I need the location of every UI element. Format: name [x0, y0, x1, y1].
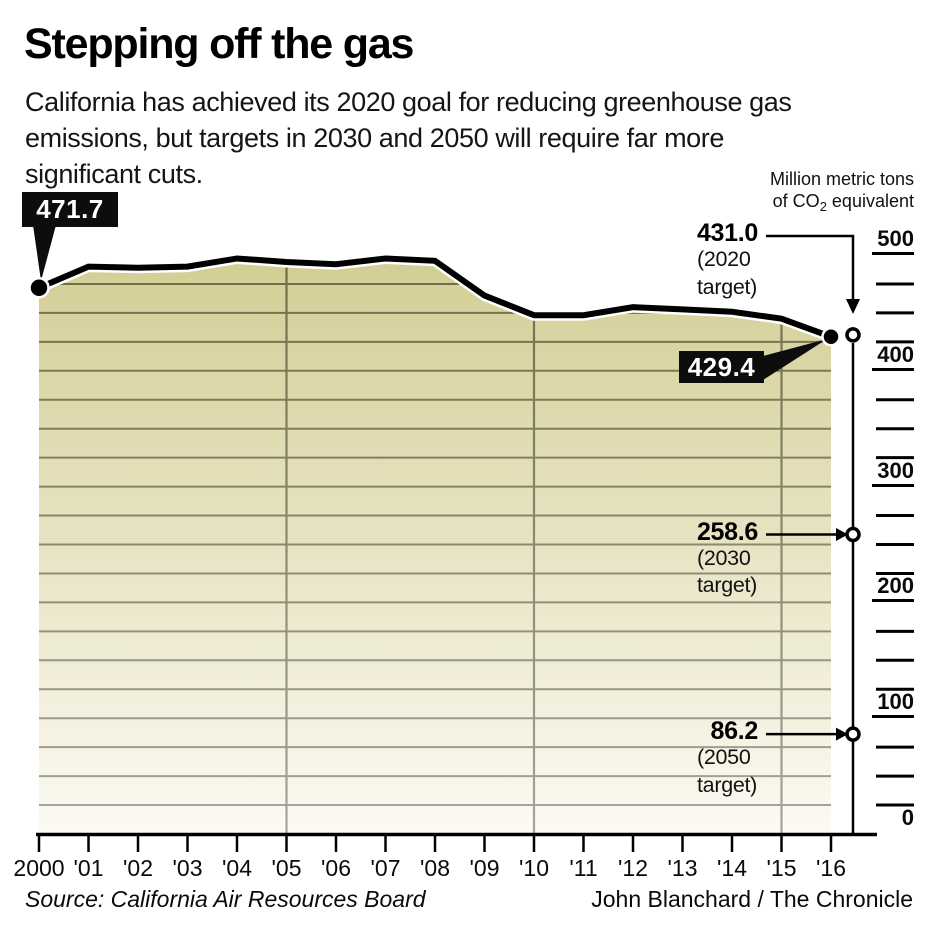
target-sublabel: (2030 [697, 545, 751, 570]
y-axis-label: 500 [872, 227, 914, 255]
x-axis-label: '04 [222, 855, 252, 881]
unit-label-line2: of CO2 equivalent [772, 191, 914, 214]
right-arrowhead [836, 727, 848, 741]
x-axis-label: '12 [618, 855, 648, 881]
x-axis-label: '11 [569, 855, 598, 881]
target-circle [845, 526, 861, 543]
x-axis-label: '03 [172, 855, 203, 881]
x-axis-label: '08 [420, 855, 450, 881]
x-axis-label: '14 [717, 855, 747, 881]
unit-label-line1: Million metric tons [769, 169, 914, 189]
callout-first-tail [33, 225, 56, 281]
y-axis-label: 100 [872, 690, 914, 719]
y-axis-label: 200 [872, 574, 914, 603]
y-axis-label: 300 [872, 458, 914, 487]
target-2020-connector [766, 234, 855, 300]
x-axis-label: '16 [816, 855, 846, 881]
x-axis-label: '10 [519, 855, 549, 881]
down-arrowhead [846, 299, 860, 314]
callout-first-value: 471.7 [22, 192, 118, 227]
callout-last-value-text: 429.4 [687, 351, 756, 382]
x-axis-label: '01 [73, 855, 104, 881]
x-axis-label: 2000 [13, 855, 65, 881]
callout-last-tail [763, 339, 827, 380]
target-value-label: 86.2 [710, 717, 759, 746]
y-axis-label: 0 [901, 805, 914, 830]
chart-subtitle: California has achieved its 2020 goal fo… [25, 87, 792, 189]
target-value-label: 258.6 [696, 517, 758, 546]
data-point-last [821, 327, 841, 347]
co2-subscript: 2 [819, 199, 827, 214]
target-sublabel: (2020 [697, 247, 751, 271]
y-axis-unit-label: Million metric tons of CO2 equivalent [770, 168, 914, 218]
x-axis-label: '13 [667, 855, 698, 881]
x-axis-label: '09 [469, 855, 500, 881]
callout-last-value: 429.4 [679, 351, 764, 383]
x-axis-label: '07 [370, 855, 401, 881]
target-value-label: 431.0 [696, 219, 758, 247]
right-arrowhead [836, 528, 848, 542]
target-sublabel: target) [697, 573, 758, 598]
callout-first-value-text: 471.7 [36, 194, 104, 224]
source-credit: Source: California Air Resources Board [25, 886, 426, 912]
x-axis-label: '15 [766, 855, 797, 881]
target-circle [845, 726, 861, 742]
target-sublabel: target) [697, 274, 758, 299]
x-axis-label: '02 [123, 855, 153, 881]
target-circle [845, 327, 861, 343]
target-sublabel: target) [697, 772, 758, 797]
y-axis-label: 400 [872, 342, 914, 371]
emissions-line [37, 255, 833, 340]
author-credit: John Blanchard / The Chronicle [591, 886, 913, 912]
x-axis-label: '06 [321, 855, 351, 881]
data-point-first [28, 277, 50, 299]
chart-title: Stepping off the gas [24, 20, 414, 68]
x-axis-label: '05 [271, 855, 302, 881]
target-sublabel: (2050 [697, 745, 751, 770]
